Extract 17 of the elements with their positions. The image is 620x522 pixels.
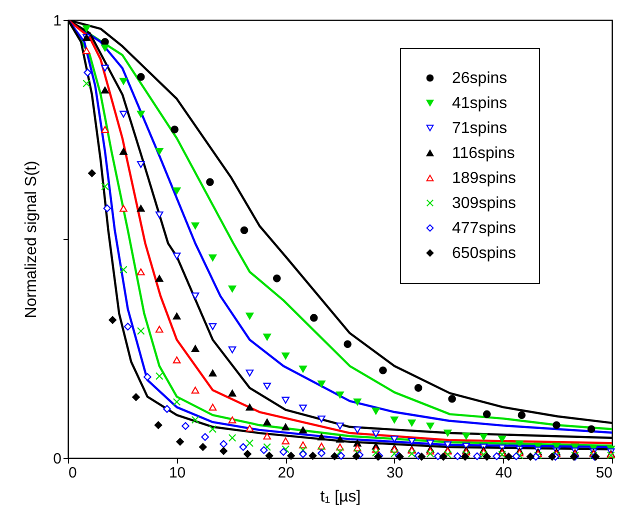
y-tick-label: 1 — [53, 12, 62, 30]
x-tick-label: 20 — [278, 464, 294, 482]
x-tick-label: 40 — [495, 464, 512, 482]
x-tick-label: 0 — [68, 464, 77, 482]
x-tick-label: 50 — [596, 464, 612, 482]
legend-label: 116spins — [452, 145, 515, 162]
legend-label: 477spins — [452, 220, 516, 237]
legend-label: 71spins — [452, 120, 508, 137]
legend-label: 309spins — [452, 195, 516, 212]
x-axis-title: t₁ [µs] — [320, 488, 361, 506]
legend-label: 650spins — [452, 245, 516, 262]
legend-label: 26spins — [452, 70, 508, 87]
x-tick-label: 10 — [168, 464, 186, 482]
legend-label: 41spins — [452, 95, 508, 112]
x-tick-label: 30 — [386, 464, 404, 482]
legend-label: 189spins — [452, 170, 516, 187]
y-axis-title: Normalized signal S(t) — [23, 160, 40, 318]
